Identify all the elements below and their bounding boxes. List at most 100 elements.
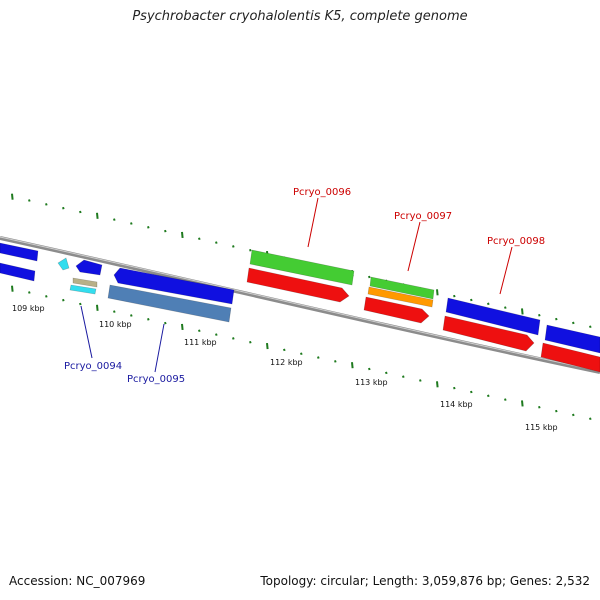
- feature-red-2[interactable]: [363, 296, 430, 324]
- genome-backbone: [0, 236, 600, 374]
- scale-label: 109 kbp: [12, 304, 45, 313]
- minor-tick: [62, 206, 65, 210]
- map-title: Psychrobacter cryohalolentis K5, complet…: [132, 9, 468, 24]
- minor-tick: [232, 337, 235, 340]
- minor-tick: [62, 298, 65, 302]
- minor-tick: [589, 417, 592, 421]
- feature-blue-edge-1[interactable]: [0, 242, 39, 262]
- minor-tick: [300, 352, 303, 356]
- major-tick: [436, 289, 439, 296]
- minor-tick: [45, 295, 48, 298]
- inner-tick-marks: [11, 285, 592, 421]
- minor-tick: [368, 275, 371, 279]
- feature-pcryo-0095-blue[interactable]: [113, 267, 235, 305]
- gene-label-pcryo-0094[interactable]: Pcryo_0094: [64, 361, 122, 372]
- major-tick: [11, 193, 14, 200]
- minor-tick: [45, 203, 48, 206]
- minor-tick: [470, 390, 473, 394]
- accession-text: Accession: NC_007969: [9, 574, 146, 588]
- minor-tick: [164, 229, 167, 233]
- feature-red-1[interactable]: [246, 267, 350, 303]
- minor-tick: [28, 291, 31, 294]
- minor-tick: [283, 348, 286, 352]
- label-leader-lines: [80, 197, 513, 373]
- minor-tick: [198, 329, 201, 333]
- minor-tick: [28, 199, 31, 202]
- feature-pcryo-0097-green[interactable]: [369, 276, 435, 300]
- scale-label: 114 kbp: [440, 400, 473, 409]
- genome-backbone-highlight: [0, 236, 600, 372]
- feature-pcryo-0098-blue[interactable]: [445, 297, 541, 336]
- feature-blue-edge-2[interactable]: [0, 262, 36, 282]
- feature-red-3[interactable]: [442, 315, 535, 352]
- major-tick: [181, 323, 184, 331]
- major-tick: [521, 400, 524, 407]
- scale-label: 115 kbp: [525, 423, 558, 432]
- features-track: [0, 242, 600, 373]
- minor-tick: [487, 394, 490, 398]
- minor-tick: [504, 398, 507, 401]
- feature-cyan[interactable]: [69, 284, 97, 295]
- minor-tick: [249, 248, 252, 252]
- gene-label-pcryo-0096[interactable]: Pcryo_0096: [293, 187, 351, 198]
- feature-pcryo-0096-green[interactable]: [249, 249, 355, 286]
- minor-tick: [555, 317, 558, 321]
- scale-label: 110 kbp: [99, 320, 132, 329]
- major-tick: [351, 362, 354, 369]
- minor-tick: [215, 241, 218, 244]
- feature-blue-small[interactable]: [75, 259, 103, 276]
- major-tick: [181, 231, 184, 239]
- minor-tick: [164, 321, 167, 325]
- minor-tick: [385, 371, 388, 375]
- gene-label-pcryo-0098[interactable]: Pcryo_0098: [487, 236, 545, 247]
- minor-tick: [79, 302, 82, 306]
- minor-tick: [589, 325, 592, 329]
- feature-orange[interactable]: [367, 286, 434, 308]
- gene-labels: Pcryo_0094 Pcryo_0095 Pcryo_0096 Pcryo_0…: [64, 187, 545, 385]
- gene-label-pcryo-0095[interactable]: Pcryo_0095: [127, 374, 185, 385]
- genome-summary-text: Topology: circular; Length: 3,059,876 bp…: [260, 574, 590, 588]
- minor-tick: [487, 302, 490, 306]
- minor-tick: [402, 375, 405, 378]
- feature-khaki[interactable]: [72, 277, 98, 288]
- minor-tick: [130, 222, 133, 225]
- minor-tick: [215, 333, 218, 336]
- minor-tick: [113, 310, 116, 313]
- feature-cyan-small[interactable]: [57, 257, 70, 271]
- scale-label: 113 kbp: [355, 378, 388, 387]
- minor-tick: [538, 313, 541, 317]
- minor-tick: [470, 298, 473, 302]
- minor-tick: [249, 340, 252, 344]
- minor-tick: [317, 356, 320, 359]
- minor-tick: [419, 379, 422, 382]
- minor-tick: [334, 360, 337, 363]
- minor-tick: [79, 210, 82, 214]
- major-tick: [521, 308, 524, 315]
- feature-red-edge-right[interactable]: [540, 342, 600, 373]
- scale-label: 112 kbp: [270, 358, 303, 367]
- major-tick: [11, 285, 14, 292]
- major-tick: [266, 342, 269, 350]
- minor-tick: [572, 321, 575, 325]
- minor-tick: [232, 245, 235, 248]
- minor-tick: [130, 314, 133, 317]
- minor-tick: [555, 409, 558, 413]
- minor-tick: [453, 294, 456, 298]
- minor-tick: [147, 318, 150, 321]
- minor-tick: [368, 367, 371, 371]
- minor-tick: [572, 413, 575, 417]
- minor-tick: [538, 405, 541, 409]
- minor-tick: [504, 306, 507, 309]
- minor-tick: [113, 218, 116, 221]
- major-tick: [96, 304, 99, 311]
- scale-label: 111 kbp: [184, 338, 217, 347]
- feature-steel[interactable]: [107, 284, 232, 323]
- feature-blue-edge-right[interactable]: [544, 324, 600, 354]
- major-tick: [436, 381, 439, 388]
- minor-tick: [147, 226, 150, 229]
- scale-labels: 109 kbp 110 kbp 111 kbp 112 kbp 113 kbp …: [12, 304, 558, 432]
- major-tick: [96, 212, 99, 219]
- gene-label-pcryo-0097[interactable]: Pcryo_0097: [394, 211, 452, 222]
- minor-tick: [453, 386, 456, 390]
